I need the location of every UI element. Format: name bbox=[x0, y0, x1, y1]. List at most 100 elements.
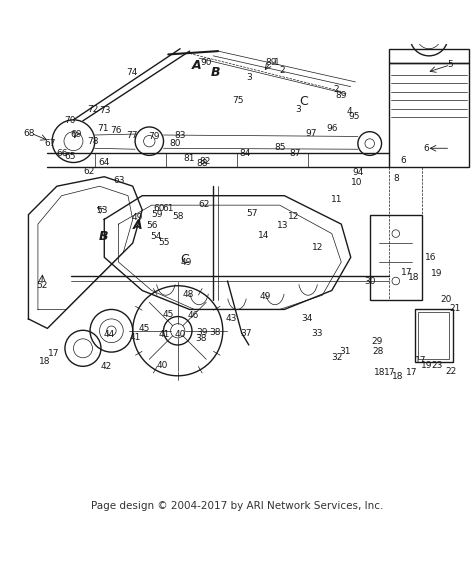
Text: 32: 32 bbox=[331, 353, 342, 362]
Text: 82: 82 bbox=[199, 157, 210, 166]
Text: 23: 23 bbox=[432, 361, 443, 370]
Text: 37: 37 bbox=[240, 329, 251, 338]
Text: 3: 3 bbox=[246, 72, 252, 81]
Text: 64: 64 bbox=[99, 158, 110, 167]
Bar bbox=[418, 312, 449, 359]
Text: 19: 19 bbox=[431, 269, 442, 278]
Text: 65: 65 bbox=[64, 152, 76, 161]
Text: 56: 56 bbox=[146, 220, 157, 229]
Text: 79: 79 bbox=[148, 133, 159, 142]
Text: 20: 20 bbox=[440, 294, 452, 303]
Text: 95: 95 bbox=[349, 111, 360, 120]
Text: 45: 45 bbox=[139, 324, 150, 333]
Text: 76: 76 bbox=[110, 126, 121, 135]
Text: 17: 17 bbox=[48, 348, 59, 357]
Text: 88: 88 bbox=[196, 159, 208, 168]
Text: 70: 70 bbox=[64, 116, 76, 125]
Text: 2: 2 bbox=[280, 66, 285, 75]
Text: 80: 80 bbox=[170, 139, 181, 148]
Text: 13: 13 bbox=[277, 220, 288, 229]
Text: 2: 2 bbox=[334, 84, 339, 93]
Text: C: C bbox=[181, 253, 189, 266]
Text: 60: 60 bbox=[154, 205, 165, 214]
Text: 62: 62 bbox=[198, 200, 210, 209]
Text: 59: 59 bbox=[152, 210, 163, 219]
Text: 8: 8 bbox=[393, 174, 399, 183]
Text: 89: 89 bbox=[336, 90, 347, 99]
Text: 52: 52 bbox=[36, 281, 47, 290]
Text: 74: 74 bbox=[126, 68, 137, 77]
Text: 69: 69 bbox=[70, 130, 82, 139]
Text: 67: 67 bbox=[45, 139, 56, 148]
Text: 12: 12 bbox=[288, 212, 300, 221]
Text: 1: 1 bbox=[274, 57, 280, 66]
Text: 89: 89 bbox=[265, 58, 277, 67]
Text: 48: 48 bbox=[183, 290, 194, 299]
Text: 83: 83 bbox=[174, 130, 186, 139]
Text: 61: 61 bbox=[163, 203, 174, 212]
Text: 6: 6 bbox=[400, 156, 406, 165]
Text: 81: 81 bbox=[183, 154, 194, 163]
Text: 19: 19 bbox=[421, 361, 432, 370]
Text: 77: 77 bbox=[126, 130, 137, 139]
Text: 17: 17 bbox=[401, 268, 412, 277]
Text: C: C bbox=[299, 96, 308, 108]
Text: 55: 55 bbox=[158, 238, 170, 247]
Bar bbox=[370, 215, 422, 300]
Text: 17: 17 bbox=[415, 356, 427, 365]
Text: 12: 12 bbox=[312, 243, 323, 252]
Text: 75: 75 bbox=[232, 96, 244, 106]
Text: 11: 11 bbox=[331, 195, 342, 204]
Text: 39: 39 bbox=[196, 328, 208, 337]
Text: 72: 72 bbox=[88, 105, 99, 114]
Text: Page design © 2004-2017 by ARI Network Services, Inc.: Page design © 2004-2017 by ARI Network S… bbox=[91, 501, 383, 511]
Text: 38: 38 bbox=[210, 328, 221, 337]
Text: 17: 17 bbox=[384, 368, 395, 377]
Text: 97: 97 bbox=[305, 129, 317, 138]
Text: 49: 49 bbox=[260, 292, 271, 301]
Text: 49: 49 bbox=[180, 259, 191, 268]
Text: 53: 53 bbox=[96, 206, 108, 215]
Bar bbox=[389, 63, 469, 167]
Text: 71: 71 bbox=[97, 124, 109, 133]
Text: B: B bbox=[99, 230, 108, 243]
Text: A: A bbox=[192, 59, 201, 72]
Text: 10: 10 bbox=[351, 178, 362, 187]
Text: 14: 14 bbox=[258, 232, 269, 241]
Text: 33: 33 bbox=[311, 329, 322, 338]
Text: B: B bbox=[211, 66, 220, 79]
Text: 18: 18 bbox=[408, 273, 419, 282]
Text: 3: 3 bbox=[295, 105, 301, 114]
Text: 58: 58 bbox=[173, 212, 184, 221]
Text: 45: 45 bbox=[163, 310, 174, 319]
Text: 96: 96 bbox=[326, 124, 337, 133]
Text: 38: 38 bbox=[195, 334, 207, 343]
Text: 46: 46 bbox=[188, 311, 199, 320]
Text: 34: 34 bbox=[301, 314, 313, 323]
Text: 62: 62 bbox=[83, 167, 95, 176]
Text: 54: 54 bbox=[151, 232, 162, 241]
Text: 5: 5 bbox=[447, 60, 453, 69]
Text: 87: 87 bbox=[289, 148, 301, 157]
Text: 73: 73 bbox=[100, 106, 111, 115]
Text: 29: 29 bbox=[372, 337, 383, 346]
Text: 42: 42 bbox=[101, 362, 112, 371]
Text: 31: 31 bbox=[339, 347, 351, 356]
Text: 84: 84 bbox=[239, 148, 250, 157]
Text: 21: 21 bbox=[449, 303, 461, 312]
Text: 40: 40 bbox=[174, 329, 186, 338]
Text: 66: 66 bbox=[57, 149, 68, 158]
Text: 68: 68 bbox=[24, 129, 35, 138]
Text: 6: 6 bbox=[424, 144, 429, 153]
Text: 57: 57 bbox=[246, 209, 258, 218]
Text: 28: 28 bbox=[373, 347, 384, 356]
Text: 18: 18 bbox=[392, 372, 403, 381]
Text: 18: 18 bbox=[39, 357, 51, 366]
Bar bbox=[415, 310, 453, 361]
Text: 78: 78 bbox=[87, 137, 99, 146]
Text: 41: 41 bbox=[129, 333, 141, 342]
Text: 63: 63 bbox=[114, 176, 125, 185]
Text: 85: 85 bbox=[275, 143, 286, 152]
Text: 17: 17 bbox=[406, 368, 417, 377]
Text: 30: 30 bbox=[364, 277, 375, 285]
